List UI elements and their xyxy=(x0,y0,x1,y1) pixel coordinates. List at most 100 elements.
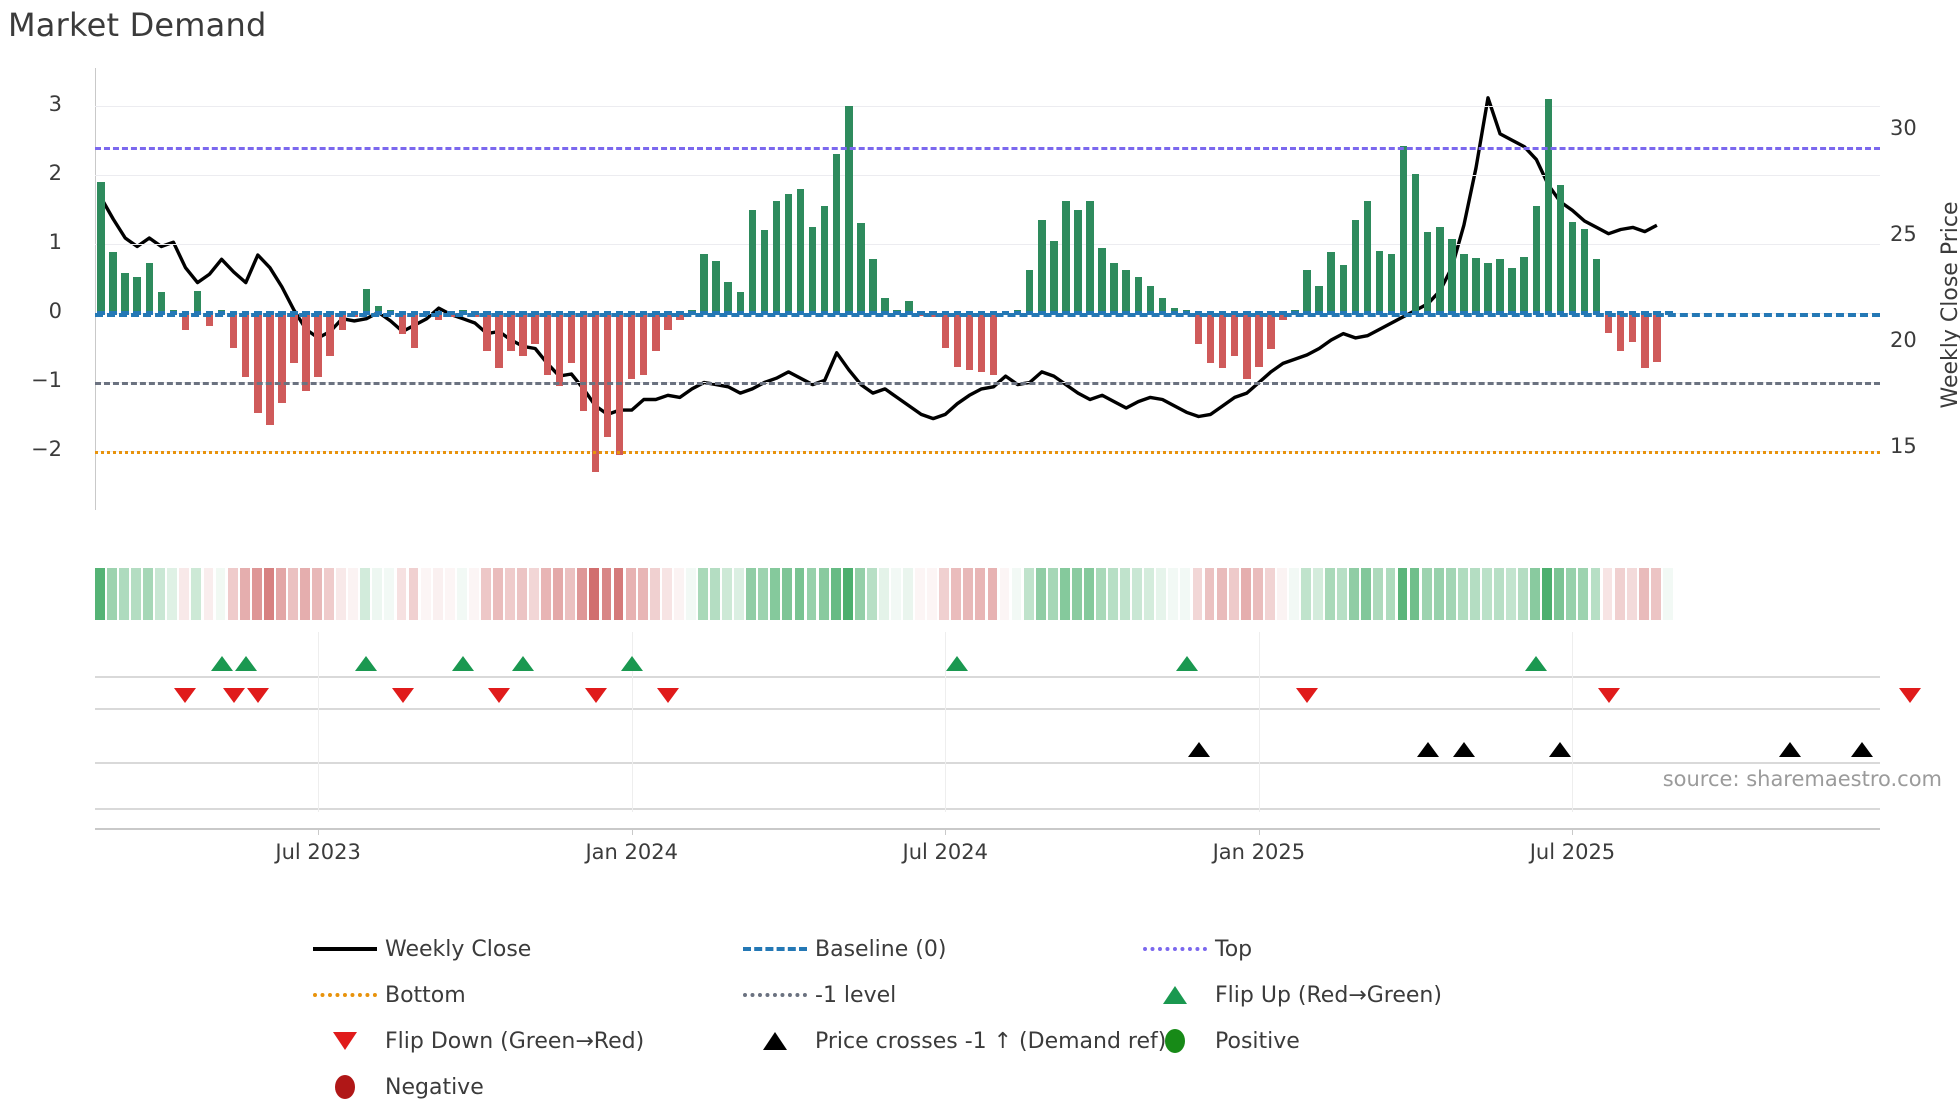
demand-bar xyxy=(736,292,744,314)
demand-bar xyxy=(1556,185,1565,314)
demand-bar xyxy=(603,313,612,438)
heat-cell xyxy=(830,568,841,620)
heat-cell xyxy=(673,568,684,620)
x-tick-mark xyxy=(1258,828,1260,835)
heat-cell xyxy=(1614,568,1625,620)
legend-item-label: Positive xyxy=(1215,1028,1300,1054)
line-icon xyxy=(305,947,385,951)
x-tick-label: Jan 2025 xyxy=(1212,840,1306,864)
demand-bar xyxy=(1460,254,1468,314)
legend-item-label: Flip Down (Green→Red) xyxy=(385,1028,645,1054)
marker-row-line xyxy=(95,808,1880,810)
demand-bar xyxy=(1050,240,1058,314)
legend-item[interactable]: Price crosses -1 ↑ (Demand ref) xyxy=(735,1022,1166,1060)
dotted-line-icon-glyph xyxy=(743,993,807,997)
dotted-line-icon-glyph xyxy=(313,993,377,997)
heat-cell xyxy=(239,568,250,620)
heat-cell xyxy=(119,568,129,620)
y-axis-label-right: Weekly Close Price xyxy=(1938,0,1960,409)
demand-bar xyxy=(507,313,515,352)
heat-cell xyxy=(203,568,214,620)
heat-cell xyxy=(107,568,117,620)
heat-cell xyxy=(1578,568,1589,620)
demand-bar xyxy=(519,313,527,356)
heat-cell xyxy=(191,568,202,620)
flip-up-marker xyxy=(1175,656,1198,671)
demand-bar xyxy=(1604,313,1613,333)
y-tick-label: 0 xyxy=(48,299,62,324)
demand-bar xyxy=(941,313,950,348)
demand-bar xyxy=(314,313,322,377)
main-plot-area xyxy=(95,68,1880,510)
demand-bar xyxy=(1110,263,1118,314)
legend-item[interactable]: Bottom xyxy=(305,976,735,1014)
heat-cell xyxy=(1168,568,1179,620)
legend-item[interactable]: Flip Down (Green→Red) xyxy=(305,1022,735,1060)
heat-cell xyxy=(420,568,431,620)
legend-item[interactable]: Positive xyxy=(1135,1022,1555,1060)
reference-line-1-level xyxy=(95,382,1880,386)
heat-cell xyxy=(1469,568,1480,620)
circle-icon xyxy=(1135,1029,1215,1053)
heat-cell xyxy=(1096,568,1106,620)
source-caption: source: sharemaestro.com xyxy=(1662,767,1942,791)
y-tick-label: −2 xyxy=(31,437,62,462)
heat-cell xyxy=(95,568,105,620)
demand-bar xyxy=(1580,228,1589,314)
legend-item[interactable]: Weekly Close xyxy=(305,930,735,968)
plot-left-spine xyxy=(95,68,96,510)
gridline xyxy=(95,105,1880,107)
triangle-up-icon-glyph xyxy=(763,1032,787,1050)
legend-item[interactable]: -1 level xyxy=(735,976,1135,1014)
demand-bar xyxy=(869,259,877,314)
heat-cell xyxy=(1337,568,1348,620)
heat-cell xyxy=(1228,568,1239,620)
demand-bar xyxy=(181,313,190,331)
legend-item[interactable]: Flip Up (Red→Green) xyxy=(1135,976,1555,1014)
heat-cell xyxy=(1397,568,1408,620)
y-tick-label: 1 xyxy=(48,230,62,255)
demand-bar xyxy=(133,277,141,314)
heat-cell xyxy=(300,568,310,620)
demand-bar xyxy=(302,313,310,391)
price-cross-marker xyxy=(1187,742,1210,757)
legend-item-label: -1 level xyxy=(815,982,897,1008)
heat-cell xyxy=(1144,568,1155,620)
heat-cell xyxy=(999,568,1010,620)
legend-item[interactable]: Negative xyxy=(305,1068,735,1106)
heat-cell xyxy=(553,568,564,620)
heat-cell xyxy=(637,568,648,620)
demand-bar xyxy=(229,313,238,348)
reference-line-baseline-0 xyxy=(95,313,1880,318)
gridline xyxy=(95,175,1880,177)
heat-cell xyxy=(1252,568,1263,620)
flip-up-marker xyxy=(946,656,969,671)
legend-item-label: Weekly Close xyxy=(385,936,532,962)
legend-item[interactable]: Baseline (0) xyxy=(735,930,1135,968)
demand-bar xyxy=(1653,313,1661,362)
x-tick-mark xyxy=(318,828,320,835)
heat-cell xyxy=(275,568,286,620)
demand-bar xyxy=(1194,313,1203,345)
heat-cell xyxy=(155,568,166,620)
flip-up-marker xyxy=(451,656,474,671)
heat-cell xyxy=(1059,568,1070,620)
demand-bar xyxy=(579,313,588,412)
demand-bar xyxy=(1484,263,1492,314)
legend-item[interactable]: Top xyxy=(1135,930,1555,968)
heat-cell xyxy=(891,568,901,620)
heat-cell xyxy=(685,568,696,620)
flip-up-marker xyxy=(355,656,378,671)
heat-cell xyxy=(722,568,733,620)
demand-bar xyxy=(1170,307,1179,314)
y-axis-label-left: Market Demand xyxy=(0,0,23,145)
heat-cell xyxy=(444,568,455,620)
demand-bar xyxy=(1243,313,1251,379)
heat-cell xyxy=(336,568,347,620)
heat-cell xyxy=(601,568,612,620)
demand-bar xyxy=(1496,259,1504,314)
x-tick-mark xyxy=(631,828,633,835)
demand-bar xyxy=(157,292,166,314)
heat-cell xyxy=(806,568,817,620)
heat-cell xyxy=(227,568,238,620)
